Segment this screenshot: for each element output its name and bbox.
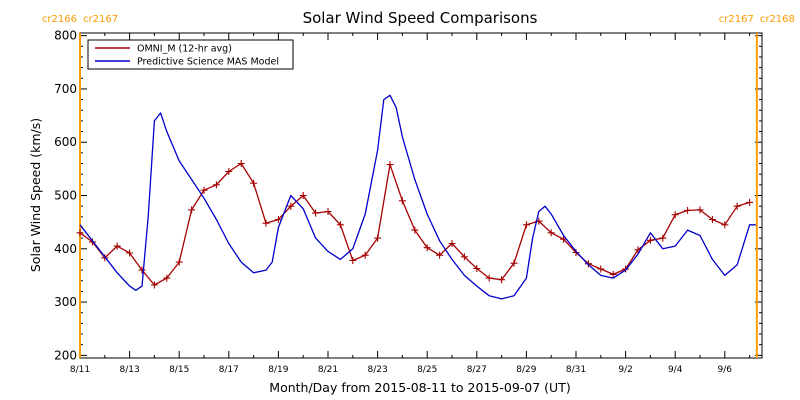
carrington-lines <box>79 33 758 358</box>
x-axis-label: Month/Day from 2015-08-11 to 2015-09-07 … <box>269 380 570 395</box>
x-tick-label: 8/29 <box>516 365 536 375</box>
data-point <box>287 202 295 210</box>
data-point <box>361 251 369 259</box>
data-point <box>733 202 741 210</box>
carrington-labels: cr2166 cr2167 cr2167 cr2168 <box>42 14 795 25</box>
data-point <box>225 168 233 175</box>
data-point <box>138 266 146 274</box>
y-tick-label: 700 <box>54 82 77 96</box>
data-point <box>274 216 282 223</box>
mas-series-line <box>79 94 756 300</box>
data-point <box>250 179 258 187</box>
data-point <box>349 257 357 264</box>
data-point <box>88 238 96 246</box>
data-point <box>324 208 332 215</box>
data-point <box>113 242 121 250</box>
x-tick-label: 8/31 <box>566 365 586 375</box>
x-axis: 8/11 8/13 8/15 8/17 8/19 8/21 8/23 8/25 8/27 8/29… <box>70 33 751 375</box>
data-point <box>76 229 84 237</box>
omni-series <box>76 160 754 289</box>
data-point <box>448 240 456 247</box>
series-layer <box>76 94 756 300</box>
x-tick-label: 8/13 <box>119 365 139 375</box>
x-tick-label: 8/27 <box>467 365 487 375</box>
x-tick-label: 9/2 <box>618 365 632 375</box>
data-point <box>746 198 754 206</box>
x-tick-label: 8/23 <box>367 365 387 375</box>
x-tick-label: 8/21 <box>318 365 338 375</box>
carrington-label-after: cr2168 <box>760 14 795 25</box>
data-point <box>708 216 716 223</box>
data-point <box>200 186 208 194</box>
x-tick-label: 8/11 <box>70 365 90 375</box>
data-point <box>436 251 444 259</box>
data-point <box>237 160 245 167</box>
omni-series-line <box>79 162 750 286</box>
x-tick-label: 8/25 <box>417 365 437 375</box>
y-tick-label: 400 <box>54 242 77 256</box>
data-point <box>485 274 493 282</box>
data-point <box>374 234 382 242</box>
y-tick-label: 600 <box>54 135 77 149</box>
legend-label-omni: OMNI_M (12-hr avg) <box>137 44 232 55</box>
data-point <box>126 249 134 257</box>
data-point <box>336 221 344 229</box>
data-point <box>522 221 530 229</box>
data-point <box>584 260 592 268</box>
data-point <box>423 244 431 252</box>
data-point <box>696 206 704 214</box>
data-point <box>460 253 468 261</box>
carrington-label-before: cr2167 <box>719 14 754 25</box>
data-point <box>312 209 320 217</box>
y-tick-label: 500 <box>54 189 77 203</box>
y-tick-label: 300 <box>54 295 77 309</box>
data-point <box>671 211 679 219</box>
data-point <box>572 249 580 256</box>
y-tick-label: 200 <box>54 348 77 362</box>
y-axis-label: Solar Wind Speed (km/s) <box>28 118 43 272</box>
data-point <box>411 226 419 234</box>
data-point <box>622 265 630 273</box>
data-point <box>597 265 605 273</box>
data-point <box>659 234 667 242</box>
data-point <box>386 161 394 169</box>
data-point <box>510 259 518 267</box>
data-point <box>721 221 729 229</box>
chart-title: Solar Wind Speed Comparisons <box>303 9 538 27</box>
legend: OMNI_M (12-hr avg) Predictive Science MA… <box>87 39 294 70</box>
data-point <box>547 229 555 237</box>
data-point <box>299 192 307 199</box>
data-point <box>684 206 692 214</box>
x-tick-label: 8/19 <box>268 365 288 375</box>
data-point <box>498 276 506 284</box>
x-tick-label: 8/15 <box>169 365 189 375</box>
legend-box <box>87 39 294 70</box>
data-point <box>609 270 617 278</box>
data-point <box>398 197 406 205</box>
x-tick-label: 9/4 <box>668 365 683 375</box>
legend-label-mas: Predictive Science MAS Model <box>137 57 279 68</box>
data-point <box>163 274 171 282</box>
x-tick-label: 9/6 <box>718 365 733 375</box>
y-axis: 200 300 400 500 600 700 800 <box>54 29 762 362</box>
data-point <box>175 258 183 266</box>
data-point <box>262 219 270 227</box>
data-point <box>188 206 196 214</box>
carrington-label-after: cr2167 <box>83 14 118 25</box>
data-point <box>646 236 654 244</box>
y-tick-label: 800 <box>54 29 77 43</box>
mas-series <box>79 94 756 300</box>
carrington-label-before: cr2166 <box>42 14 77 25</box>
data-point <box>212 181 220 189</box>
x-tick-label: 8/17 <box>219 365 239 375</box>
data-point <box>473 265 481 272</box>
data-point <box>150 281 158 289</box>
